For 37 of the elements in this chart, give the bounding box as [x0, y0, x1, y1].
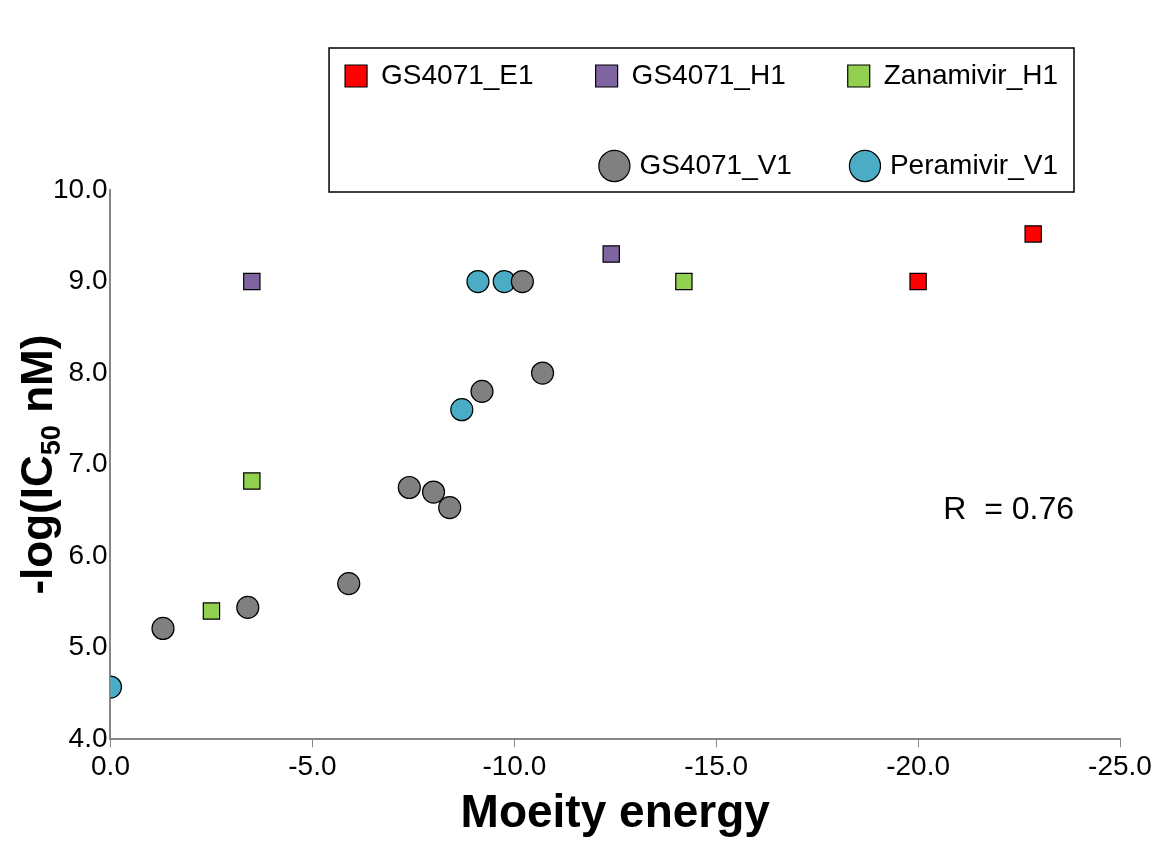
x-tick-label: -20.0	[886, 749, 951, 781]
point	[438, 496, 462, 520]
x-tick-label: -15.0	[684, 749, 749, 781]
x-tick-label: -10.0	[482, 749, 547, 781]
point	[243, 272, 261, 291]
y-tick-label: 8.0	[68, 355, 108, 387]
y-tick-label: 6.0	[68, 538, 108, 570]
point	[397, 475, 421, 500]
point	[602, 245, 620, 263]
point	[337, 571, 361, 596]
point	[909, 272, 927, 291]
x-axis-title: Moeity energy	[460, 785, 771, 838]
point	[243, 472, 261, 490]
point	[1024, 225, 1042, 243]
y-tick-label: 5.0	[68, 630, 108, 662]
point	[510, 269, 534, 294]
y-tick-label: 9.0	[68, 264, 108, 296]
point	[421, 480, 446, 504]
y-tick-label: 7.0	[68, 447, 108, 479]
legend-label: Zanamivir_H1	[883, 58, 1059, 90]
point	[151, 616, 175, 641]
annotation: R = 0.76	[943, 490, 1075, 527]
legend-label: GS4071_V1	[639, 148, 792, 180]
x-tick-label: -5.0	[288, 749, 337, 781]
x-tick-label: -25.0	[1088, 749, 1152, 781]
point	[466, 269, 490, 294]
legend-label: GS4071_E1	[381, 58, 534, 90]
point	[470, 379, 494, 403]
point	[236, 595, 260, 619]
y-axis-title: -log(IC50 nM)	[12, 334, 66, 595]
point	[675, 272, 693, 291]
point	[450, 398, 474, 422]
point	[530, 361, 555, 385]
legend-label: GS4071_H1	[631, 58, 786, 90]
point	[202, 602, 221, 620]
legend-label: Peramivir_V1	[889, 148, 1059, 180]
y-tick-label: 10.0	[53, 172, 108, 204]
